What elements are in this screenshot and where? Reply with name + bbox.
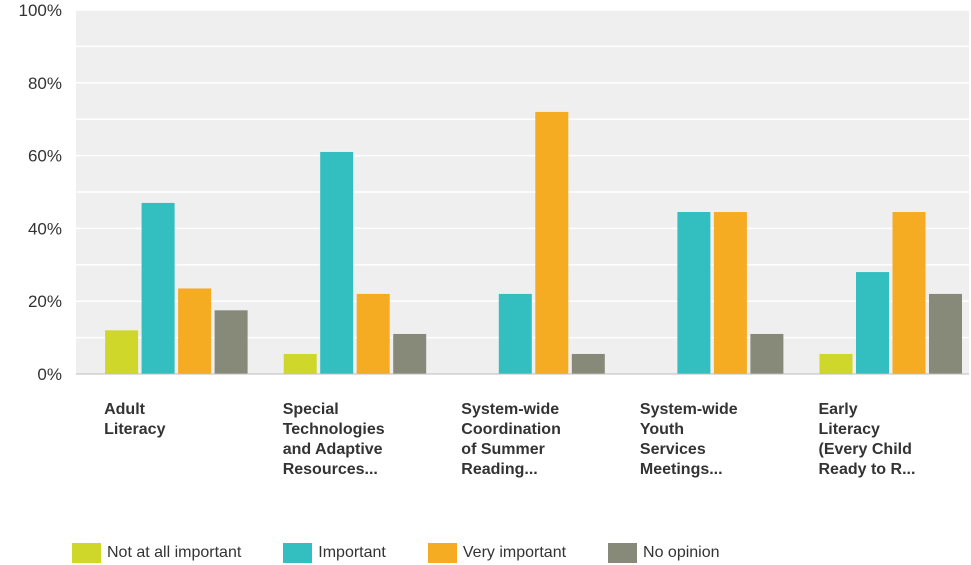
- bar-not-at-all-important: [819, 353, 853, 374]
- bar-chart: 0% 20% 40% 60% 80% 100% Adult Literacy Special T…: [19, 1, 969, 478]
- bar-very-important: [356, 293, 390, 374]
- bar-no-opinion: [929, 293, 962, 374]
- bar-very-important: [713, 212, 747, 374]
- legend-swatch: [72, 543, 101, 563]
- legend-label: Important: [318, 544, 386, 561]
- category-label: Adult Literacy: [104, 401, 165, 438]
- bar-no-opinion: [750, 333, 784, 374]
- y-tick-label: 20%: [28, 292, 62, 311]
- category-label: System-wide Youth Services Meetings...: [640, 401, 738, 478]
- legend-item: No opinion: [608, 543, 720, 563]
- bar-important: [320, 151, 354, 374]
- bar-no-opinion: [393, 333, 427, 374]
- bar-important: [141, 202, 175, 374]
- bar-very-important: [535, 111, 569, 375]
- bar-very-important: [178, 288, 212, 374]
- bar-not-at-all-important: [283, 353, 317, 374]
- legend-swatch: [283, 543, 313, 563]
- legend-swatch: [427, 543, 457, 563]
- legend-label: Very important: [462, 544, 567, 561]
- bar-important: [677, 212, 711, 374]
- y-tick-label: 0%: [37, 365, 62, 384]
- category-label: Special Technologies and Adaptive Resources…: [283, 401, 385, 478]
- chart-legend: Not at all important Important Very import…: [72, 543, 762, 563]
- y-tick-label: 40%: [28, 219, 62, 238]
- bar-not-at-all-important: [105, 330, 139, 374]
- y-tick-label: 60%: [28, 147, 62, 166]
- bar-very-important: [892, 212, 926, 374]
- bar-important: [856, 272, 889, 374]
- legend-item: Not at all important: [72, 543, 241, 563]
- legend-swatch: [608, 543, 638, 563]
- bar-important: [498, 293, 532, 374]
- legend-label: Not at all important: [107, 544, 242, 561]
- bar-no-opinion: [214, 310, 248, 374]
- bar-no-opinion: [571, 353, 605, 374]
- legend-item: Important: [283, 543, 386, 563]
- legend-label: No opinion: [643, 544, 720, 561]
- category-label: System-wide Coordination of Summer Reading.…: [461, 401, 561, 478]
- y-tick-label: 80%: [28, 74, 62, 93]
- y-tick-label: 100%: [19, 1, 62, 20]
- legend-item: Very important: [427, 543, 567, 563]
- category-label: Early Literacy (Every Child Ready to R...: [819, 401, 916, 478]
